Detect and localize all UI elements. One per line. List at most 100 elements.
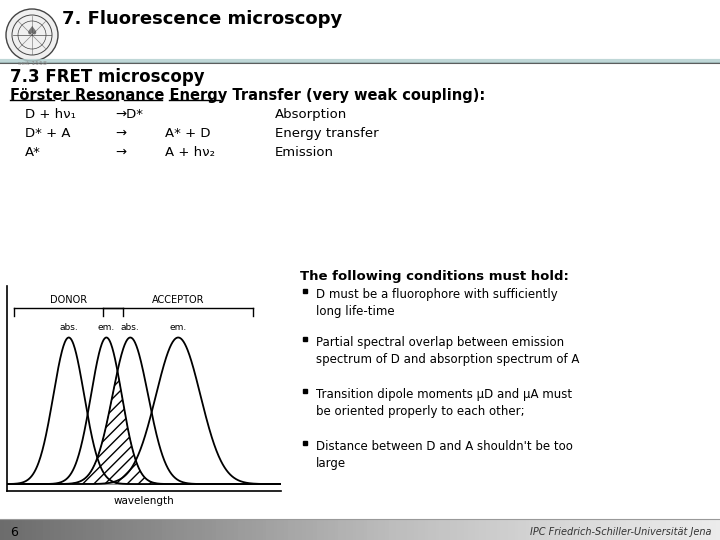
- Bar: [482, 520, 486, 540]
- Bar: [0, 520, 4, 540]
- Bar: [619, 520, 623, 540]
- Bar: [212, 520, 216, 540]
- Bar: [40, 520, 43, 540]
- Text: ACCEPTOR: ACCEPTOR: [152, 295, 204, 305]
- Text: DONOR: DONOR: [50, 295, 87, 305]
- Bar: [526, 520, 529, 540]
- Bar: [410, 520, 414, 540]
- Bar: [522, 520, 526, 540]
- Bar: [605, 520, 608, 540]
- Text: 7. Fluorescence microscopy: 7. Fluorescence microscopy: [62, 10, 342, 28]
- Text: Transition dipole moments μD and μA must
be oriented properly to each other;: Transition dipole moments μD and μA must…: [316, 388, 572, 418]
- Bar: [367, 520, 371, 540]
- Bar: [61, 520, 65, 540]
- Bar: [245, 520, 248, 540]
- Text: abs.: abs.: [121, 322, 140, 332]
- Bar: [11, 520, 14, 540]
- Bar: [270, 520, 274, 540]
- Text: Emission: Emission: [275, 146, 334, 159]
- Bar: [353, 520, 356, 540]
- Bar: [256, 520, 259, 540]
- Text: A*: A*: [25, 146, 41, 159]
- Bar: [547, 520, 551, 540]
- Bar: [205, 520, 209, 540]
- Bar: [50, 520, 54, 540]
- Text: D must be a fluorophore with sufficiently
long life-time: D must be a fluorophore with sufficientl…: [316, 288, 558, 318]
- Bar: [432, 520, 436, 540]
- Bar: [14, 520, 18, 540]
- Bar: [475, 520, 479, 540]
- Bar: [630, 520, 634, 540]
- Bar: [612, 520, 616, 540]
- Bar: [104, 520, 108, 540]
- Bar: [407, 520, 410, 540]
- X-axis label: wavelength: wavelength: [114, 496, 174, 505]
- Bar: [176, 520, 180, 540]
- Bar: [266, 520, 270, 540]
- Text: The following conditions must hold:: The following conditions must hold:: [300, 270, 569, 283]
- Bar: [162, 520, 166, 540]
- Text: Distance between D and A shouldn't be too
large: Distance between D and A shouldn't be to…: [316, 440, 573, 470]
- Bar: [608, 520, 612, 540]
- Bar: [511, 520, 515, 540]
- Bar: [695, 520, 698, 540]
- Bar: [277, 520, 281, 540]
- Text: D* + A: D* + A: [25, 127, 71, 140]
- Bar: [126, 520, 130, 540]
- Bar: [709, 520, 713, 540]
- Bar: [76, 520, 79, 540]
- Bar: [187, 520, 191, 540]
- Bar: [342, 520, 346, 540]
- Bar: [299, 520, 302, 540]
- Bar: [252, 520, 256, 540]
- Text: 7.3 FRET microscopy: 7.3 FRET microscopy: [10, 68, 204, 86]
- Bar: [684, 520, 688, 540]
- Bar: [216, 520, 220, 540]
- Bar: [652, 520, 655, 540]
- Bar: [648, 520, 652, 540]
- Bar: [472, 520, 475, 540]
- Bar: [688, 520, 691, 540]
- Bar: [583, 520, 587, 540]
- Bar: [518, 520, 522, 540]
- Bar: [184, 520, 187, 540]
- Text: D + hν₁: D + hν₁: [25, 108, 76, 121]
- Bar: [122, 520, 126, 540]
- Bar: [457, 520, 461, 540]
- Bar: [403, 520, 407, 540]
- Bar: [36, 520, 40, 540]
- Text: ♠: ♠: [26, 25, 38, 39]
- Bar: [364, 520, 367, 540]
- Bar: [670, 520, 673, 540]
- Bar: [115, 520, 119, 540]
- Text: A* + D: A* + D: [165, 127, 210, 140]
- Bar: [137, 520, 140, 540]
- Text: abs.: abs.: [59, 322, 78, 332]
- Bar: [191, 520, 194, 540]
- Bar: [346, 520, 349, 540]
- Bar: [119, 520, 122, 540]
- Bar: [335, 520, 338, 540]
- Bar: [371, 520, 374, 540]
- Bar: [569, 520, 572, 540]
- Bar: [302, 520, 306, 540]
- Bar: [562, 520, 565, 540]
- Bar: [414, 520, 418, 540]
- Text: Förster Resonance Energy Transfer (very weak coupling):: Förster Resonance Energy Transfer (very …: [10, 88, 485, 103]
- Bar: [590, 520, 594, 540]
- Bar: [47, 520, 50, 540]
- Bar: [173, 520, 176, 540]
- Bar: [284, 520, 288, 540]
- Bar: [230, 520, 234, 540]
- Bar: [65, 520, 68, 540]
- Text: →: →: [115, 146, 126, 159]
- Text: 6: 6: [10, 525, 18, 538]
- Bar: [295, 520, 299, 540]
- Bar: [194, 520, 198, 540]
- Bar: [644, 520, 648, 540]
- Bar: [360, 520, 364, 540]
- Bar: [97, 520, 101, 540]
- Bar: [587, 520, 590, 540]
- Circle shape: [6, 9, 58, 61]
- Bar: [576, 520, 580, 540]
